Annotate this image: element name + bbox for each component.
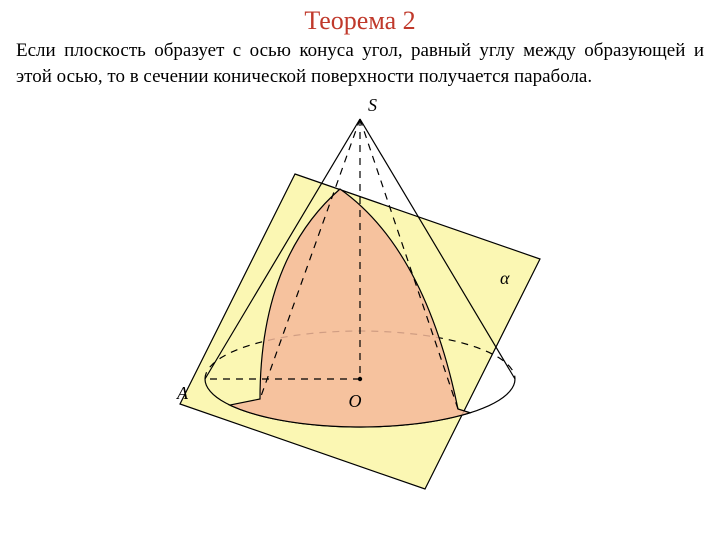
theorem-title: Теорема 2 — [0, 6, 720, 36]
conic-parabola-diagram: S O Aα — [150, 89, 570, 509]
figure-container: S O Aα — [0, 89, 720, 509]
label-O: O — [349, 391, 362, 411]
label-S: S — [368, 95, 377, 115]
theorem-text: Если плоскость образует с осью конуса уг… — [16, 38, 704, 89]
point-O — [358, 377, 362, 381]
label-α: α — [500, 268, 510, 288]
label-A: A — [176, 383, 189, 403]
